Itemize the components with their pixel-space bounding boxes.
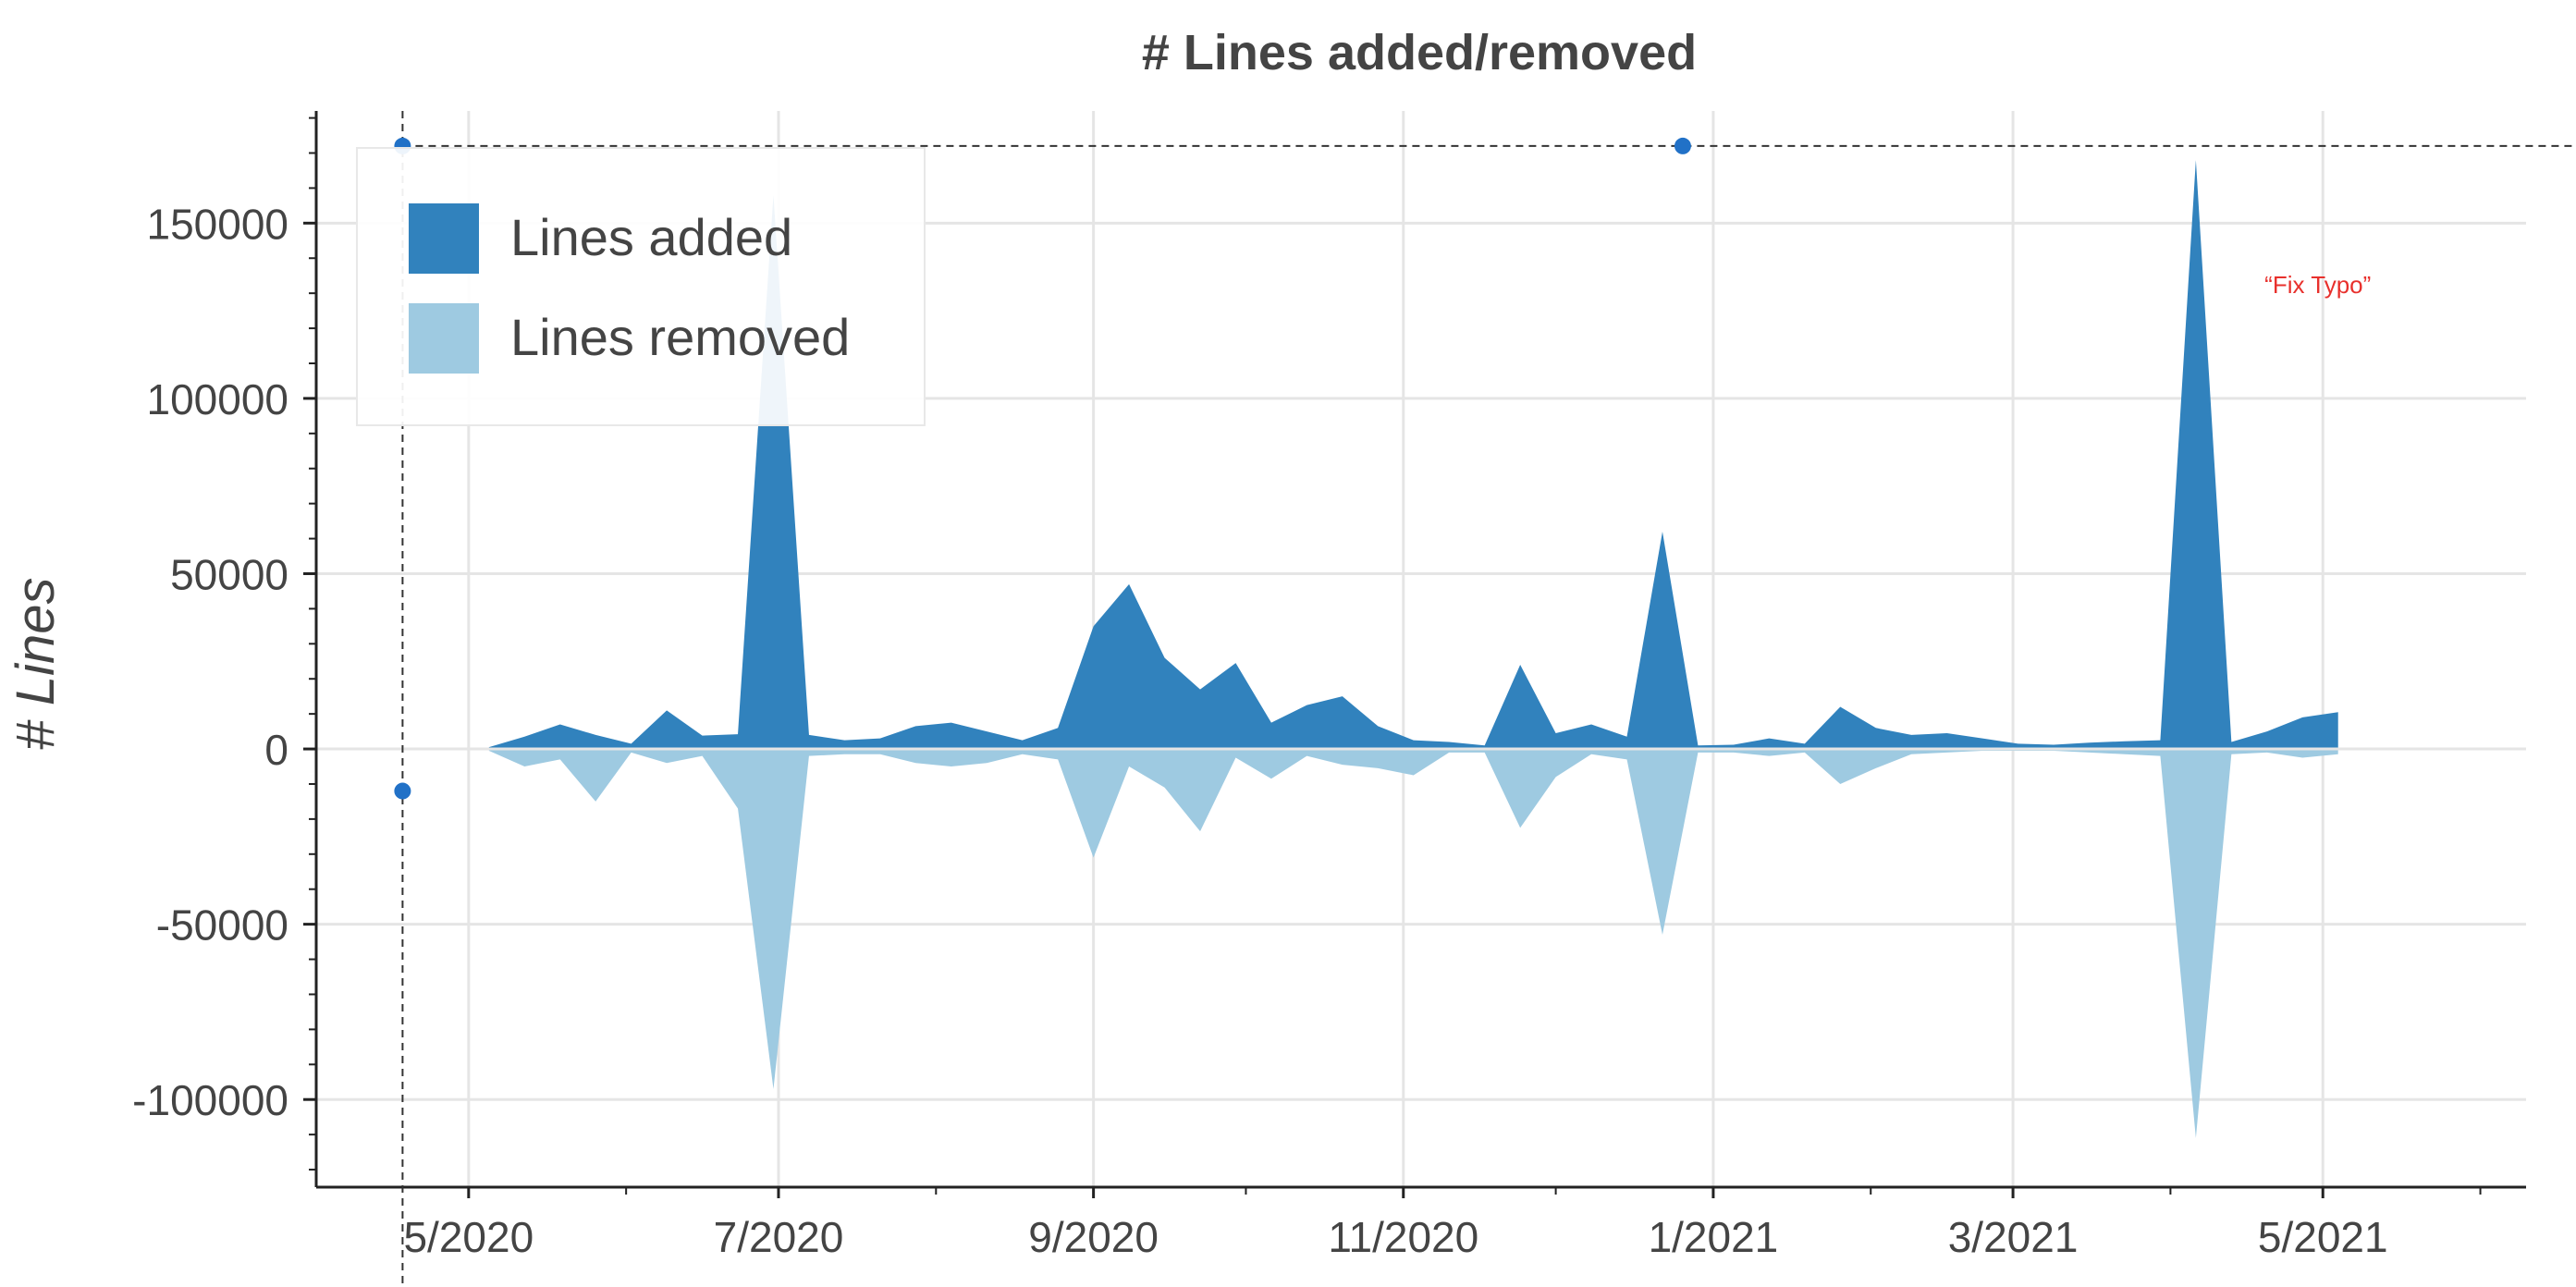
legend-label-lines-removed: Lines removed [510, 308, 850, 366]
x-tick-label-5/2021: 5/2021 [2258, 1213, 2388, 1261]
y-axis-label: # Lines [6, 577, 66, 750]
x-tick-label-5/2020: 5/2020 [403, 1213, 534, 1261]
chart-title: # Lines added/removed [1142, 25, 1697, 80]
y-tick-label-0: 0 [264, 726, 288, 774]
x-tick-label-9/2020: 9/2020 [1028, 1213, 1159, 1261]
y-tick-label-150000: 150000 [147, 200, 289, 248]
x-tick-label-11/2020: 11/2020 [1328, 1213, 1478, 1261]
y-tick-label--100000: -100000 [132, 1076, 288, 1124]
legend-label-lines-added: Lines added [510, 208, 792, 266]
annotation-label: “Fix Typo” [2264, 271, 2371, 299]
axes: -100000 -50000 0 50000 100000 150000 5/2020 7/2… [132, 111, 2526, 1261]
y-tick-label--50000: -50000 [156, 901, 288, 950]
crosshair-marker-3 [394, 782, 411, 800]
legend: Lines added Lines removed [356, 147, 926, 426]
crosshair-marker-2 [1674, 137, 1691, 154]
legend-box [356, 147, 926, 426]
x-tick-label-1/2021: 1/2021 [1649, 1213, 1779, 1261]
x-tick-label-3/2021: 3/2021 [1948, 1213, 2079, 1261]
y-tick-label-50000: 50000 [170, 550, 288, 598]
annotations: “Fix Typo” [2264, 271, 2371, 299]
y-tick-label-100000: 100000 [147, 375, 289, 423]
x-tick-label-7/2020: 7/2020 [714, 1213, 844, 1261]
area-series [316, 160, 2526, 1138]
area-lines-removed [488, 749, 2338, 1138]
legend-swatch-lines-removed [409, 303, 479, 374]
legend-swatch-lines-added [409, 203, 479, 274]
